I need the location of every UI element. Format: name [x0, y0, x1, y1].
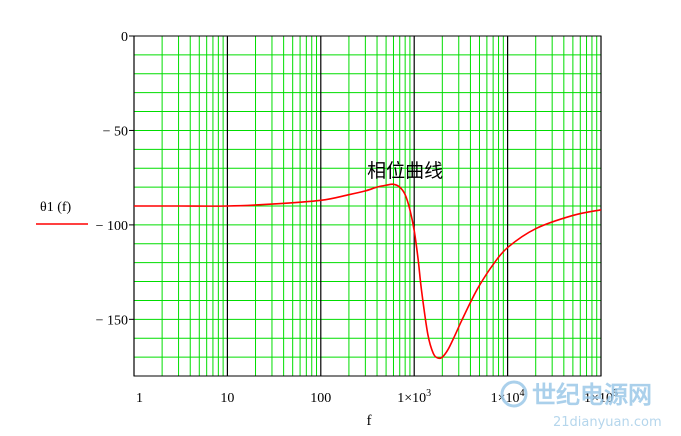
y-tick-label: − 50 [103, 124, 128, 139]
x-tick-label: 1 [136, 391, 143, 406]
y-tick-label: − 150 [96, 313, 128, 328]
watermark-subtext: 21dianyuan.com [553, 415, 662, 430]
x-tick-label: 100 [310, 391, 331, 406]
x-axis-label: f [367, 413, 372, 429]
watermark-text: 世纪电源网 [532, 381, 652, 409]
x-axis: 1 10 100 1×103 1×104 1×105 [136, 388, 618, 406]
series-line [134, 183, 602, 360]
annotation-layer: 相位曲线 [367, 160, 443, 182]
series-layer [134, 183, 602, 360]
x-tick-label: 10 [220, 391, 234, 406]
x-tick-label: 1×105 [584, 388, 618, 406]
x-tick-label: 1×104 [491, 388, 525, 406]
watermark-logo-icon [500, 380, 528, 408]
legend-series-label: θ1 (f) [40, 200, 72, 215]
y-axis: 0 − 50 − 100 − 150 [96, 30, 134, 328]
y-tick-label: − 100 [96, 219, 128, 234]
y-tick-label: 0 [121, 30, 128, 45]
annotation-text: 相位曲线 [367, 160, 443, 182]
x-tick-label: 1×103 [397, 388, 431, 406]
grid-layer [133, 35, 602, 377]
watermark: 世纪电源网 21dianyuan.com [500, 380, 662, 430]
